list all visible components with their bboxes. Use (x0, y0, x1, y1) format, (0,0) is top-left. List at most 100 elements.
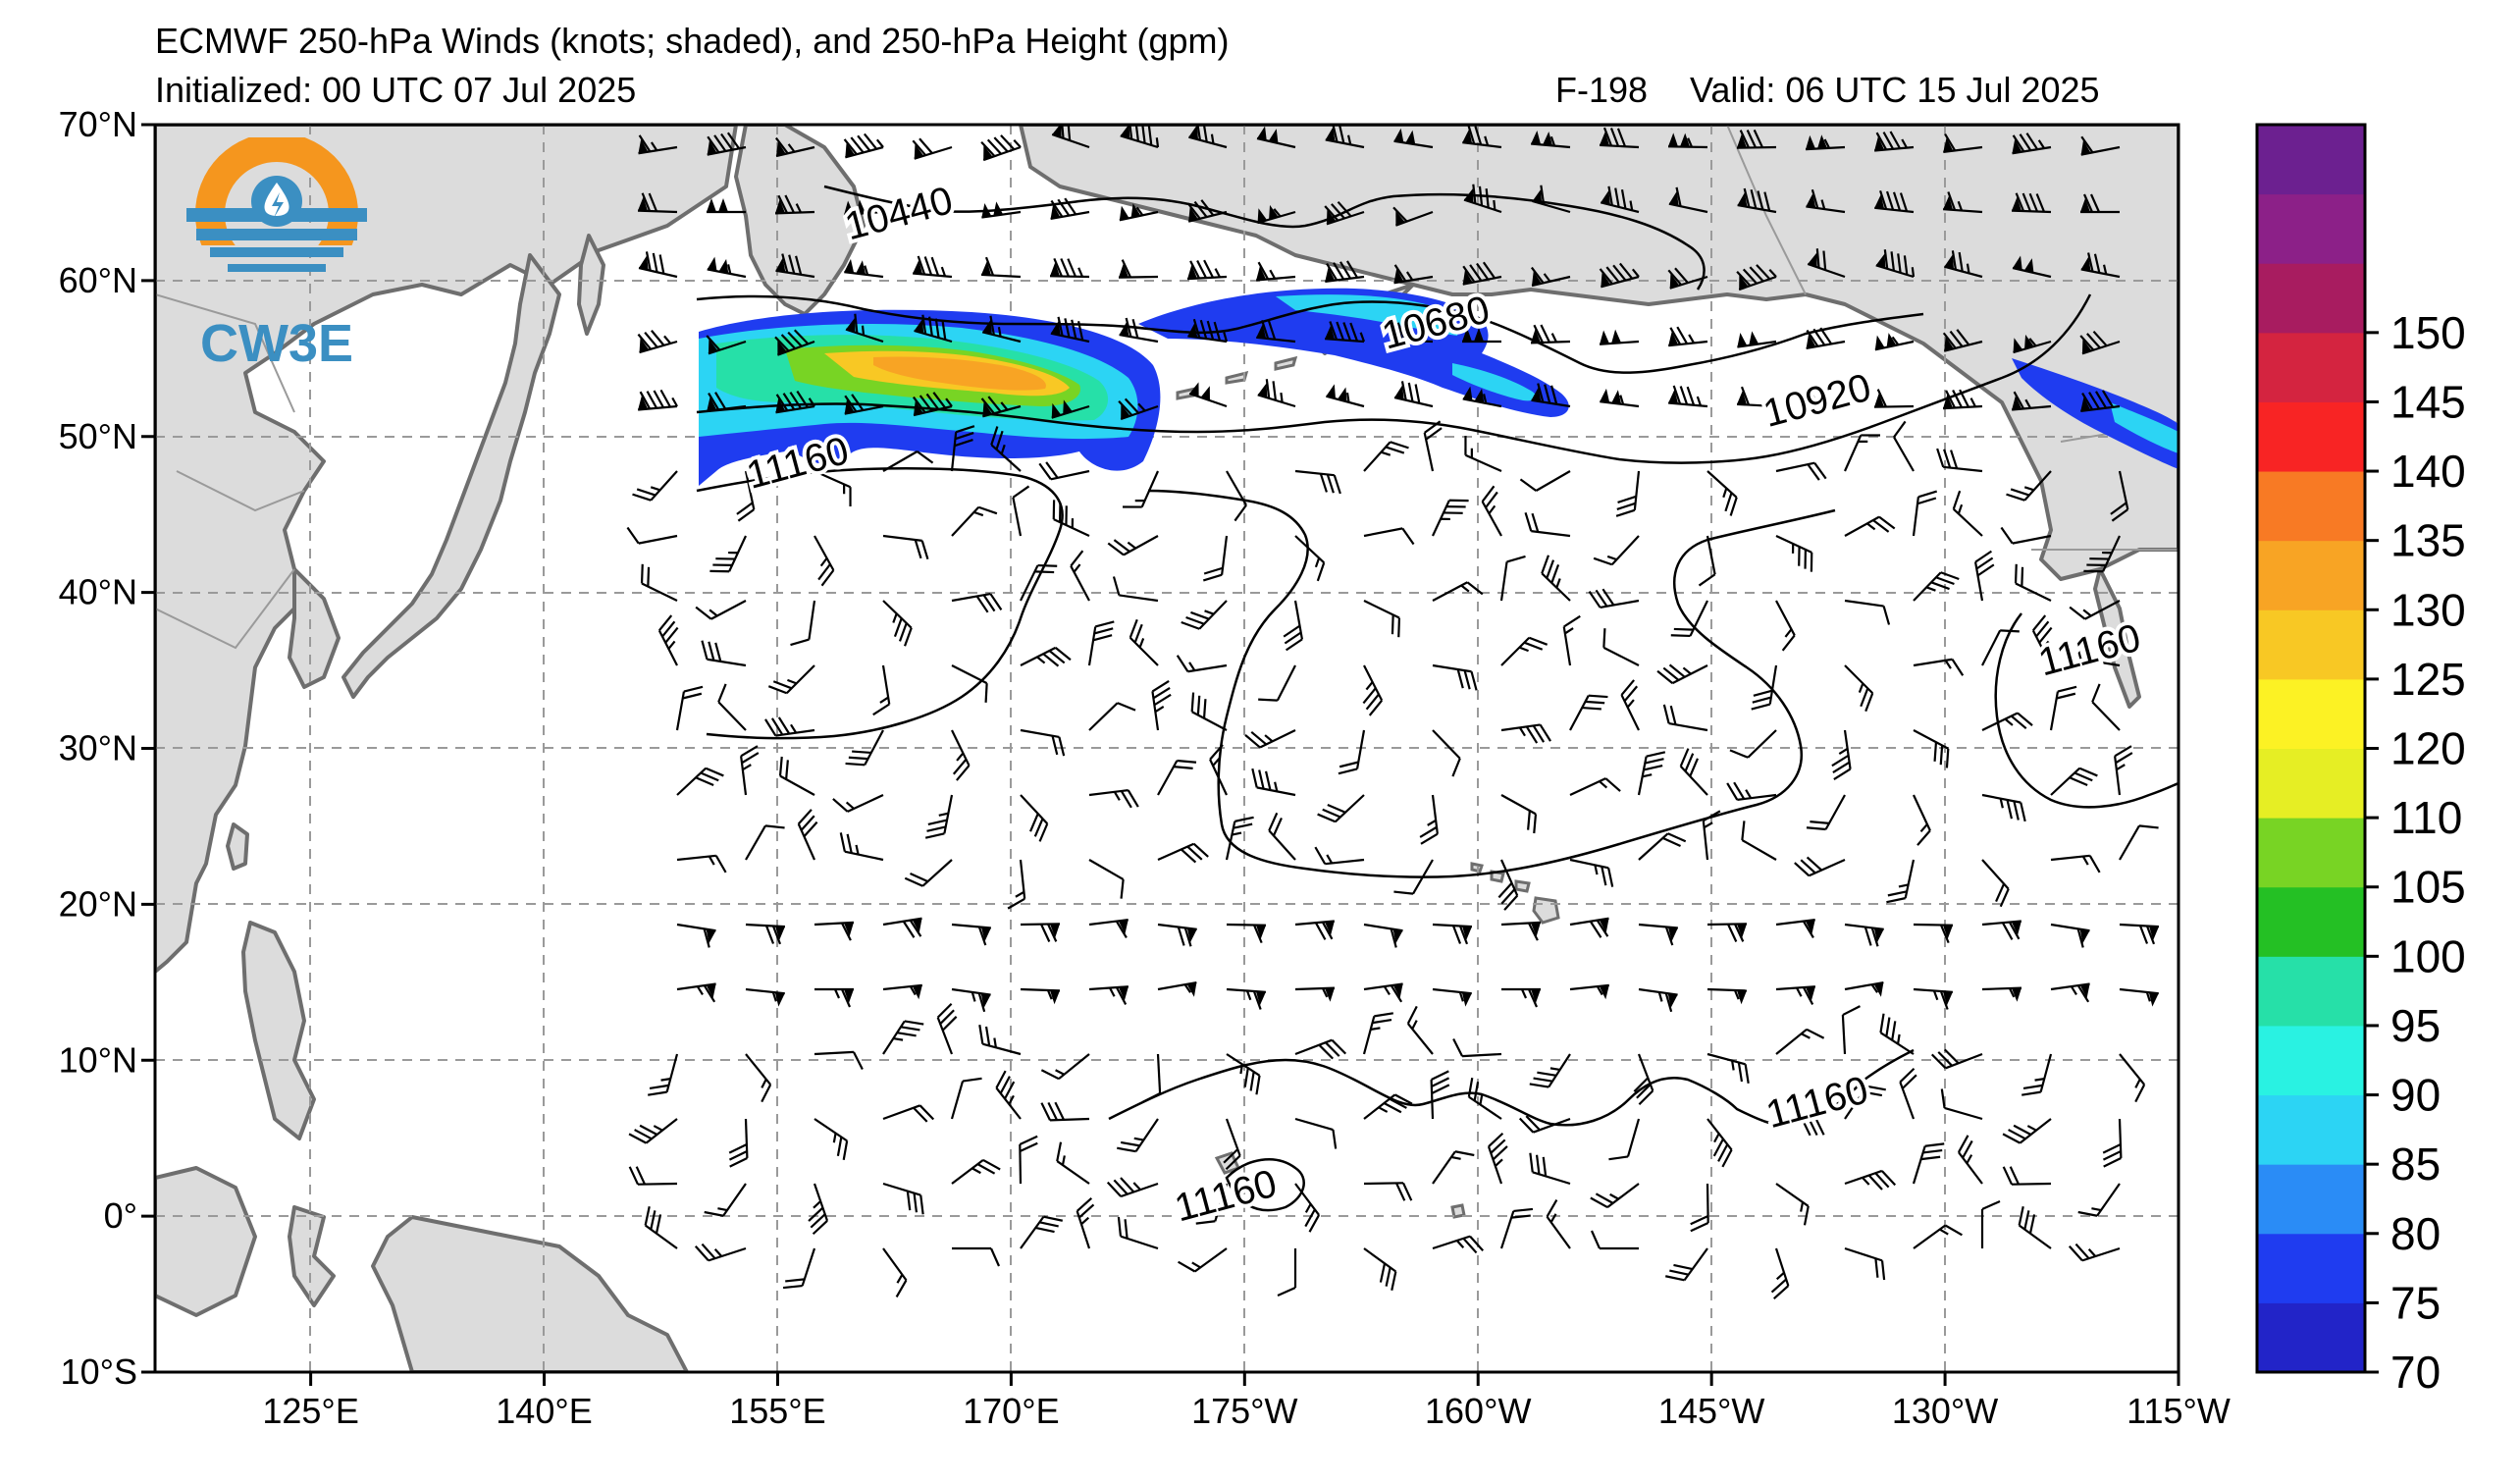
wind-barb (1019, 1135, 1038, 1185)
wind-barb (1638, 923, 1678, 946)
wind-barb (1129, 618, 1159, 666)
wind-barb (1912, 490, 1938, 537)
wind-barb (882, 917, 922, 938)
wind-barb (1393, 859, 1434, 895)
wind-barb (1406, 1005, 1434, 1055)
wind-barb (1432, 729, 1461, 777)
wind-barb (951, 729, 971, 781)
wind-barb (1656, 663, 1708, 685)
korea-peninsula (288, 567, 341, 689)
wind-barb (1706, 987, 1748, 1005)
lat-tick-label: 60°N (59, 260, 137, 300)
wind-barb (1294, 920, 1335, 940)
wind-barb (1226, 1053, 1261, 1095)
wind-barb (1873, 389, 1915, 408)
wind-barb (1831, 729, 1852, 780)
lat-tick-label: 20°N (59, 883, 137, 924)
sulawesi (288, 1205, 336, 1307)
wind-barb (1012, 485, 1030, 537)
wind-barb (1020, 794, 1049, 842)
wind-barb (1805, 134, 1846, 151)
wind-barb (1432, 663, 1478, 691)
wind-barb (912, 137, 953, 160)
colorbar-segment (2257, 1025, 2365, 1096)
colorbar-segment (2257, 332, 2365, 402)
valid-time: Valid: 06 UTC 15 Jul 2025 (1690, 70, 2100, 110)
wind-barb (1363, 982, 1403, 1003)
wind-barb (981, 201, 1022, 219)
logo-wave-3 (210, 247, 343, 257)
wind-barb (1981, 793, 2026, 822)
colorbar-segment (2257, 886, 2365, 957)
colorbar-segment (2257, 125, 2365, 195)
wind-barb (1226, 987, 1266, 1010)
wind-barb (1637, 751, 1666, 796)
wind-barb (2080, 193, 2120, 214)
wind-barb (1620, 679, 1640, 731)
wind-barb (1500, 794, 1538, 834)
wind-barb (2050, 767, 2098, 796)
wind-barb (1844, 515, 1896, 537)
wind-barb (638, 134, 678, 155)
colorbar-segment (2257, 1094, 2365, 1165)
wind-barb (1107, 535, 1159, 556)
logo-wave-2 (196, 229, 357, 240)
wind-barb (1190, 692, 1228, 731)
wind-barb (1899, 1067, 1917, 1120)
wind-barb (1294, 986, 1336, 1002)
wind-barb (952, 1246, 1001, 1267)
wind-barb (844, 199, 884, 216)
wind-barb (1187, 318, 1229, 344)
wind-barb (2119, 824, 2159, 861)
wind-barb (950, 1077, 982, 1120)
wind-barb (1363, 600, 1401, 638)
wind-barb (1176, 655, 1228, 673)
wind-barb (1524, 511, 1571, 538)
colorbar-tick-label: 130 (2390, 584, 2466, 635)
wind-barb (1844, 1246, 1886, 1281)
wind-barb (814, 1118, 849, 1160)
wind-barb (1590, 1183, 1640, 1209)
contour-11160-south-loop (1225, 1158, 1305, 1212)
wind-barb (1223, 1118, 1241, 1171)
wind-barb (1844, 1085, 1886, 1120)
wind-barb (632, 470, 678, 502)
wind-barb (882, 1020, 924, 1055)
wind-barb (1874, 131, 1915, 152)
wind-barb (707, 132, 747, 156)
wind-barb (1118, 397, 1159, 421)
wind-barb (1430, 1070, 1450, 1120)
wind-barb (2012, 132, 2052, 155)
wind-barb (1775, 1116, 1825, 1137)
wind-barb (1698, 535, 1716, 587)
wind-barb (1464, 436, 1502, 473)
wind-barb (1268, 812, 1296, 861)
wind-barb (707, 256, 747, 279)
colorbar-segment (2257, 540, 2365, 610)
wind-barb (1775, 535, 1813, 572)
wind-barb (1392, 322, 1434, 344)
wind-barb (1423, 420, 1443, 472)
new-guinea (371, 1215, 689, 1372)
wind-barb (1930, 1048, 1983, 1070)
wind-barb (980, 256, 1022, 279)
wind-barb (814, 987, 854, 1008)
wind-barb (628, 1166, 678, 1186)
wind-barb (745, 923, 786, 945)
wind-barb (676, 982, 716, 1003)
asia-borders (155, 293, 305, 650)
wind-barb (1432, 1150, 1475, 1185)
wind-barb (637, 330, 678, 354)
wind-barb (1020, 728, 1066, 757)
wind-barb (1706, 923, 1748, 942)
wind-barb (701, 640, 747, 667)
lat-tick-label: 70°N (59, 104, 137, 144)
jet-streak-east-85 (2110, 402, 2179, 453)
wind-barb (1670, 600, 1708, 638)
philippines (241, 921, 316, 1140)
lon-tick-label: 125°E (262, 1391, 358, 1431)
wind-barb (1806, 794, 1846, 831)
wind-barb (1775, 461, 1827, 481)
wind-barb (832, 794, 884, 813)
